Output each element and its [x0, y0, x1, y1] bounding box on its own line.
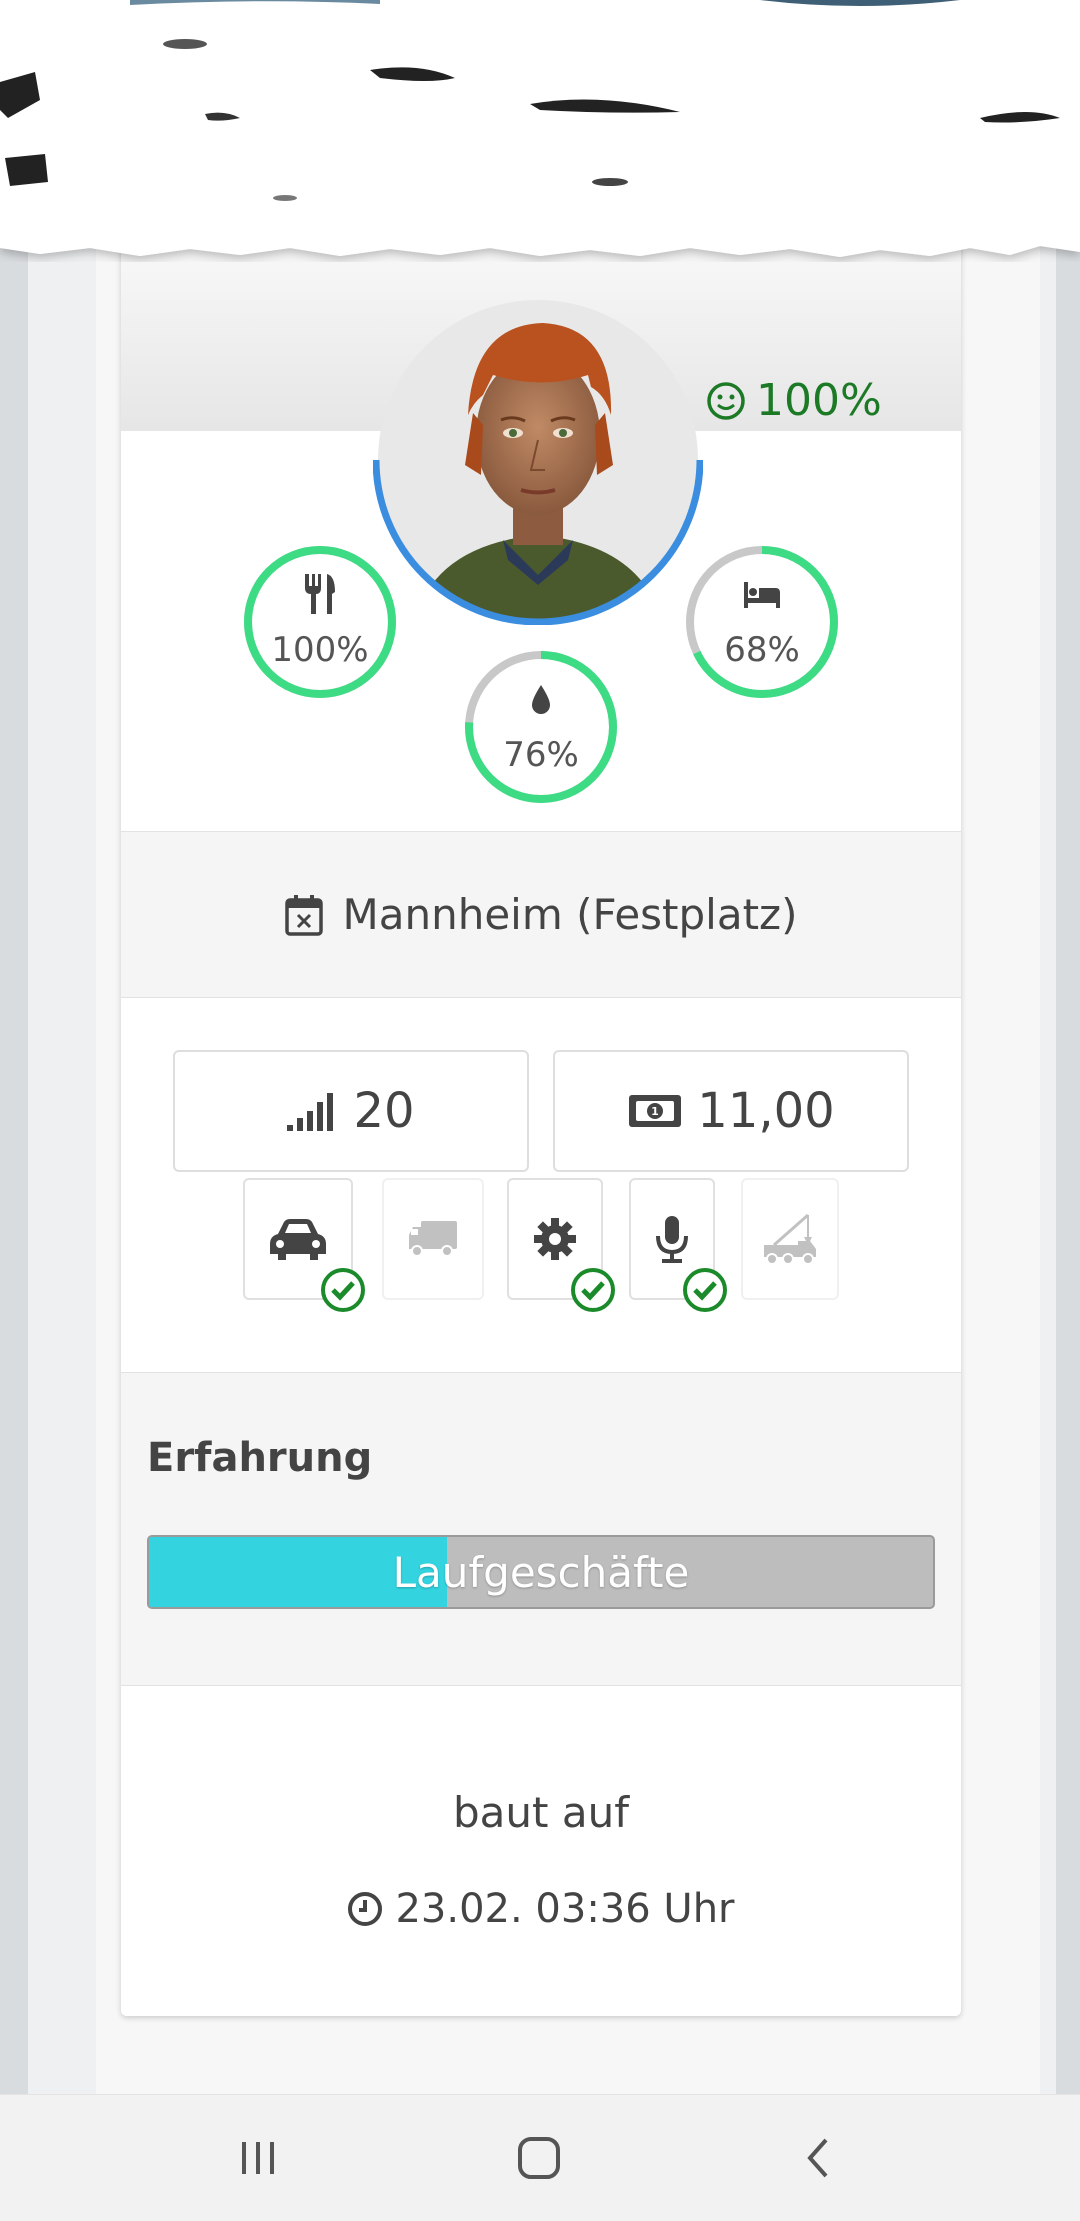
thirst-value: 76% — [503, 735, 579, 775]
vehicle-speaker-button[interactable] — [629, 1178, 727, 1312]
need-thirst[interactable]: 76% — [461, 647, 621, 807]
banknote-icon: 1 — [629, 1095, 682, 1127]
thirst-ring — [465, 651, 617, 803]
signal-bars-icon — [287, 1093, 334, 1131]
fork-knife-icon — [305, 574, 335, 614]
vehicle-crane-button[interactable] — [741, 1178, 839, 1300]
status-section: baut auf 23.02. 03:36 Uhr — [121, 1685, 961, 2016]
status-text: baut auf — [453, 1788, 629, 1837]
crane-truck-icon — [764, 1213, 816, 1265]
need-hunger[interactable]: 100% — [240, 542, 400, 702]
sleep-ring — [686, 546, 838, 698]
experience-progress-fill — [149, 1537, 447, 1607]
bed-icon — [744, 582, 780, 608]
gear-icon — [534, 1218, 576, 1260]
water-drop-icon — [532, 685, 550, 714]
mood-indicator: 100% — [706, 375, 882, 426]
truck-icon — [409, 1221, 457, 1257]
location-section: Mannheim (Festplatz) — [121, 831, 961, 997]
car-icon — [270, 1219, 326, 1260]
location-text: Mannheim (Festplatz) — [342, 890, 798, 939]
check-circle-icon — [683, 1268, 727, 1312]
calendar-x-icon — [285, 894, 324, 936]
home-icon — [518, 2137, 560, 2179]
recent-apps-button[interactable] — [218, 2125, 298, 2191]
torn-paper-header — [0, 0, 1080, 257]
status-time: 23.02. 03:36 Uhr — [121, 1886, 961, 1932]
character-avatar[interactable] — [373, 295, 703, 625]
sleep-value: 68% — [724, 630, 800, 670]
experience-section: Erfahrung Laufgeschäfte — [121, 1372, 961, 1685]
hunger-value: 100% — [271, 630, 369, 670]
experience-bar-label: Laufgeschäfte — [392, 1547, 690, 1597]
check-circle-icon — [571, 1268, 615, 1312]
smiley-icon — [707, 381, 745, 420]
money-box[interactable]: 1 11,00 — [553, 1050, 909, 1172]
clock-icon — [348, 1892, 383, 1926]
system-navigation-bar — [0, 2094, 1080, 2221]
status-time-value: 23.02. 03:36 Uhr — [395, 1886, 735, 1932]
back-button[interactable] — [780, 2125, 860, 2191]
home-button[interactable] — [499, 2125, 579, 2191]
character-card: 100% 100% 76% — [121, 225, 961, 2016]
level-value: 20 — [353, 1083, 415, 1139]
need-sleep[interactable]: 68% — [682, 542, 842, 702]
vehicle-car-button[interactable] — [243, 1178, 365, 1312]
recent-apps-icon — [242, 2142, 274, 2174]
back-icon — [807, 2138, 828, 2178]
money-value: 11,00 — [697, 1083, 835, 1139]
stats-section: 20 1 11,00 — [121, 997, 961, 1372]
experience-title: Erfahrung — [147, 1435, 373, 1481]
vehicle-truck-button[interactable] — [382, 1178, 484, 1300]
check-circle-icon — [321, 1268, 365, 1312]
microphone-icon — [656, 1216, 688, 1263]
location[interactable]: Mannheim (Festplatz) — [121, 890, 961, 939]
vehicle-mechanic-button[interactable] — [507, 1178, 615, 1312]
svg-text:1: 1 — [651, 1105, 659, 1118]
level-box[interactable]: 20 — [173, 1050, 529, 1172]
hunger-ring — [244, 546, 396, 698]
experience-progress-bar[interactable]: Laufgeschäfte — [147, 1535, 935, 1609]
mood-value: 100% — [756, 375, 882, 426]
